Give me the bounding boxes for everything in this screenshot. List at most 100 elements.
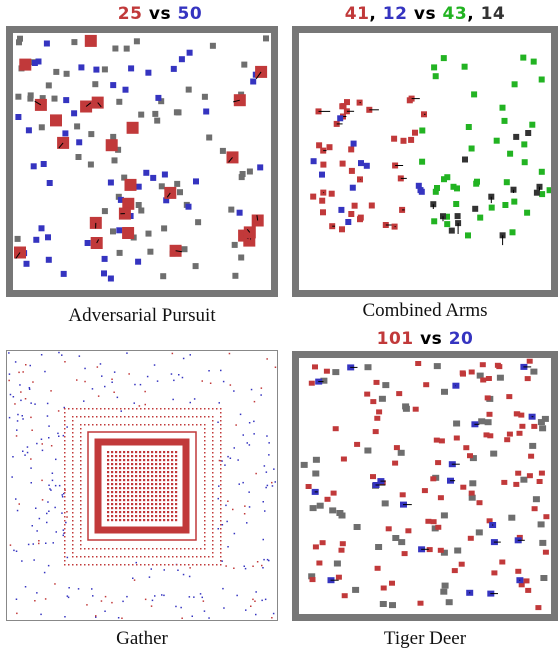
obstacle-block	[160, 273, 166, 279]
food-particle	[202, 380, 204, 382]
red-melee-unit	[391, 136, 397, 142]
gatherer-agent	[33, 543, 35, 545]
gatherer-agent	[177, 570, 179, 572]
gatherer-agent	[9, 417, 11, 419]
deer-agent	[405, 528, 411, 533]
deer-agent	[525, 588, 531, 593]
obstacle-block	[174, 181, 180, 187]
green-melee-unit	[433, 189, 439, 195]
gatherer-agent	[249, 506, 251, 508]
gatherer-agent	[32, 525, 34, 527]
obstacle-block	[403, 406, 410, 412]
obstacle-block	[392, 535, 399, 541]
deer-agent	[430, 476, 436, 481]
red-melee-unit	[369, 203, 375, 209]
gatherer-agent	[230, 458, 232, 460]
deer-agent	[376, 409, 382, 414]
food-particle	[41, 480, 43, 482]
gatherer-agent	[27, 446, 29, 448]
arms-dark-count: 14	[481, 4, 506, 24]
food-particle	[244, 505, 246, 507]
food-particle	[189, 567, 191, 569]
obstacle-block	[116, 99, 122, 105]
gatherer-agent	[35, 508, 37, 510]
prey-agent	[135, 259, 141, 265]
gatherer-agent	[41, 354, 43, 356]
red-melee-unit	[329, 191, 335, 197]
green-melee-unit	[489, 205, 495, 211]
gatherer-agent	[266, 435, 268, 437]
obstacle-block	[441, 389, 448, 395]
food-particle	[227, 501, 229, 503]
green-melee-unit	[431, 64, 437, 70]
food-particle	[51, 445, 53, 447]
obstacle-block	[540, 575, 547, 581]
prey-agent	[31, 163, 37, 169]
gatherer-agent	[63, 535, 65, 537]
food-particle	[64, 361, 66, 363]
gatherer-agent	[236, 595, 238, 597]
deer-agent	[543, 514, 549, 519]
gatherer-agent	[132, 578, 134, 580]
obstacle-block	[195, 219, 201, 225]
gatherer-agent	[134, 384, 136, 386]
gatherer-agent	[192, 616, 194, 618]
deer-agent	[435, 525, 441, 530]
gatherer-agent	[47, 415, 49, 417]
gatherer-agent	[53, 542, 55, 544]
pursuit-red-count: 25	[118, 4, 143, 24]
deer-agent	[438, 495, 444, 500]
prey-agent	[45, 234, 51, 240]
green-melee-unit	[521, 141, 527, 147]
gatherer-agent	[219, 402, 221, 404]
gatherer-agent	[36, 530, 38, 532]
arms-blue-count: 12	[383, 4, 408, 24]
food-particle	[19, 503, 21, 505]
gatherer-agent	[249, 444, 251, 446]
food-particle	[261, 387, 263, 389]
obstacle-block	[39, 124, 45, 130]
gatherer-agent	[149, 576, 151, 578]
deer-agent	[400, 492, 406, 497]
gatherer-agent	[25, 586, 27, 588]
prey-agent	[108, 276, 114, 282]
obstacle-block	[177, 189, 183, 195]
gatherer-agent	[36, 443, 38, 445]
blue-ranged-unit	[350, 185, 356, 191]
obstacle-block	[469, 480, 476, 486]
deer-agent	[543, 550, 549, 555]
gatherer-agent	[48, 511, 50, 513]
prey-agent	[179, 56, 185, 62]
deer-agent	[341, 457, 347, 462]
gatherer-agent	[48, 437, 50, 439]
gatherer-agent	[126, 596, 128, 598]
dark-ranged-unit	[513, 134, 519, 140]
gatherer-agent	[208, 370, 210, 372]
deer-agent	[515, 569, 521, 574]
deer-agent	[517, 431, 523, 436]
deer-agent	[469, 370, 475, 375]
prey-agent	[39, 225, 45, 231]
gatherer-agent	[233, 390, 235, 392]
dark-ranged-unit	[534, 190, 540, 196]
food-particle	[250, 606, 252, 608]
dark-ranged-unit	[455, 213, 461, 219]
gatherer-agent	[222, 524, 224, 526]
obstacle-block	[497, 375, 504, 381]
gatherer-agent	[193, 596, 195, 598]
food-particle	[230, 384, 232, 386]
obstacle-block	[382, 500, 389, 506]
deer-agent	[431, 519, 437, 524]
gatherer-agent	[47, 403, 49, 405]
obstacle-block	[389, 602, 396, 608]
food-particle	[16, 435, 17, 437]
gatherer-agent	[52, 473, 54, 475]
gatherer-agent	[19, 384, 21, 386]
green-melee-unit	[502, 202, 508, 208]
green-melee-unit	[444, 221, 450, 227]
gatherer-agent	[264, 510, 266, 512]
green-melee-unit	[471, 91, 477, 97]
obstacle-block	[154, 118, 160, 124]
predator-agent	[19, 59, 31, 71]
gatherer-agent	[61, 354, 63, 356]
